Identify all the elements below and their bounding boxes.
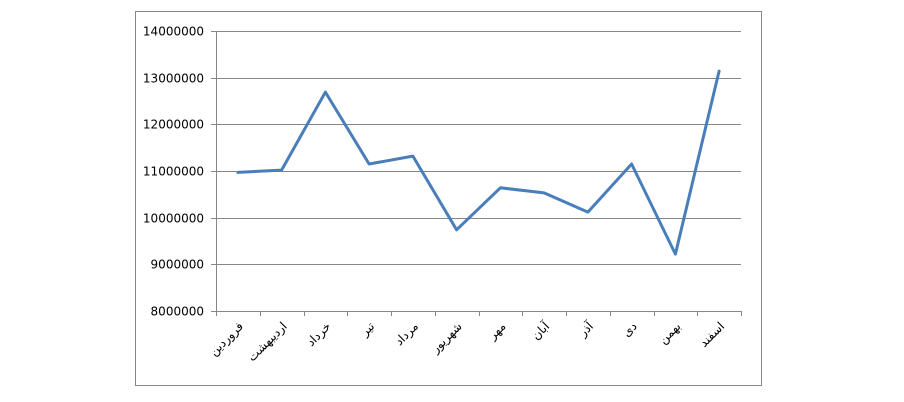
data-line — [236, 69, 721, 256]
y-tick-label: 13000000 — [143, 72, 204, 86]
chart-border — [135, 11, 762, 386]
y-tick-label: 12000000 — [143, 118, 204, 132]
y-tick-label: 8000000 — [151, 305, 204, 319]
y-tick-label: 9000000 — [151, 258, 204, 272]
y-tick-label: 11000000 — [143, 165, 204, 179]
y-tick-label: 14000000 — [143, 25, 204, 39]
y-tick-label: 10000000 — [143, 212, 204, 226]
